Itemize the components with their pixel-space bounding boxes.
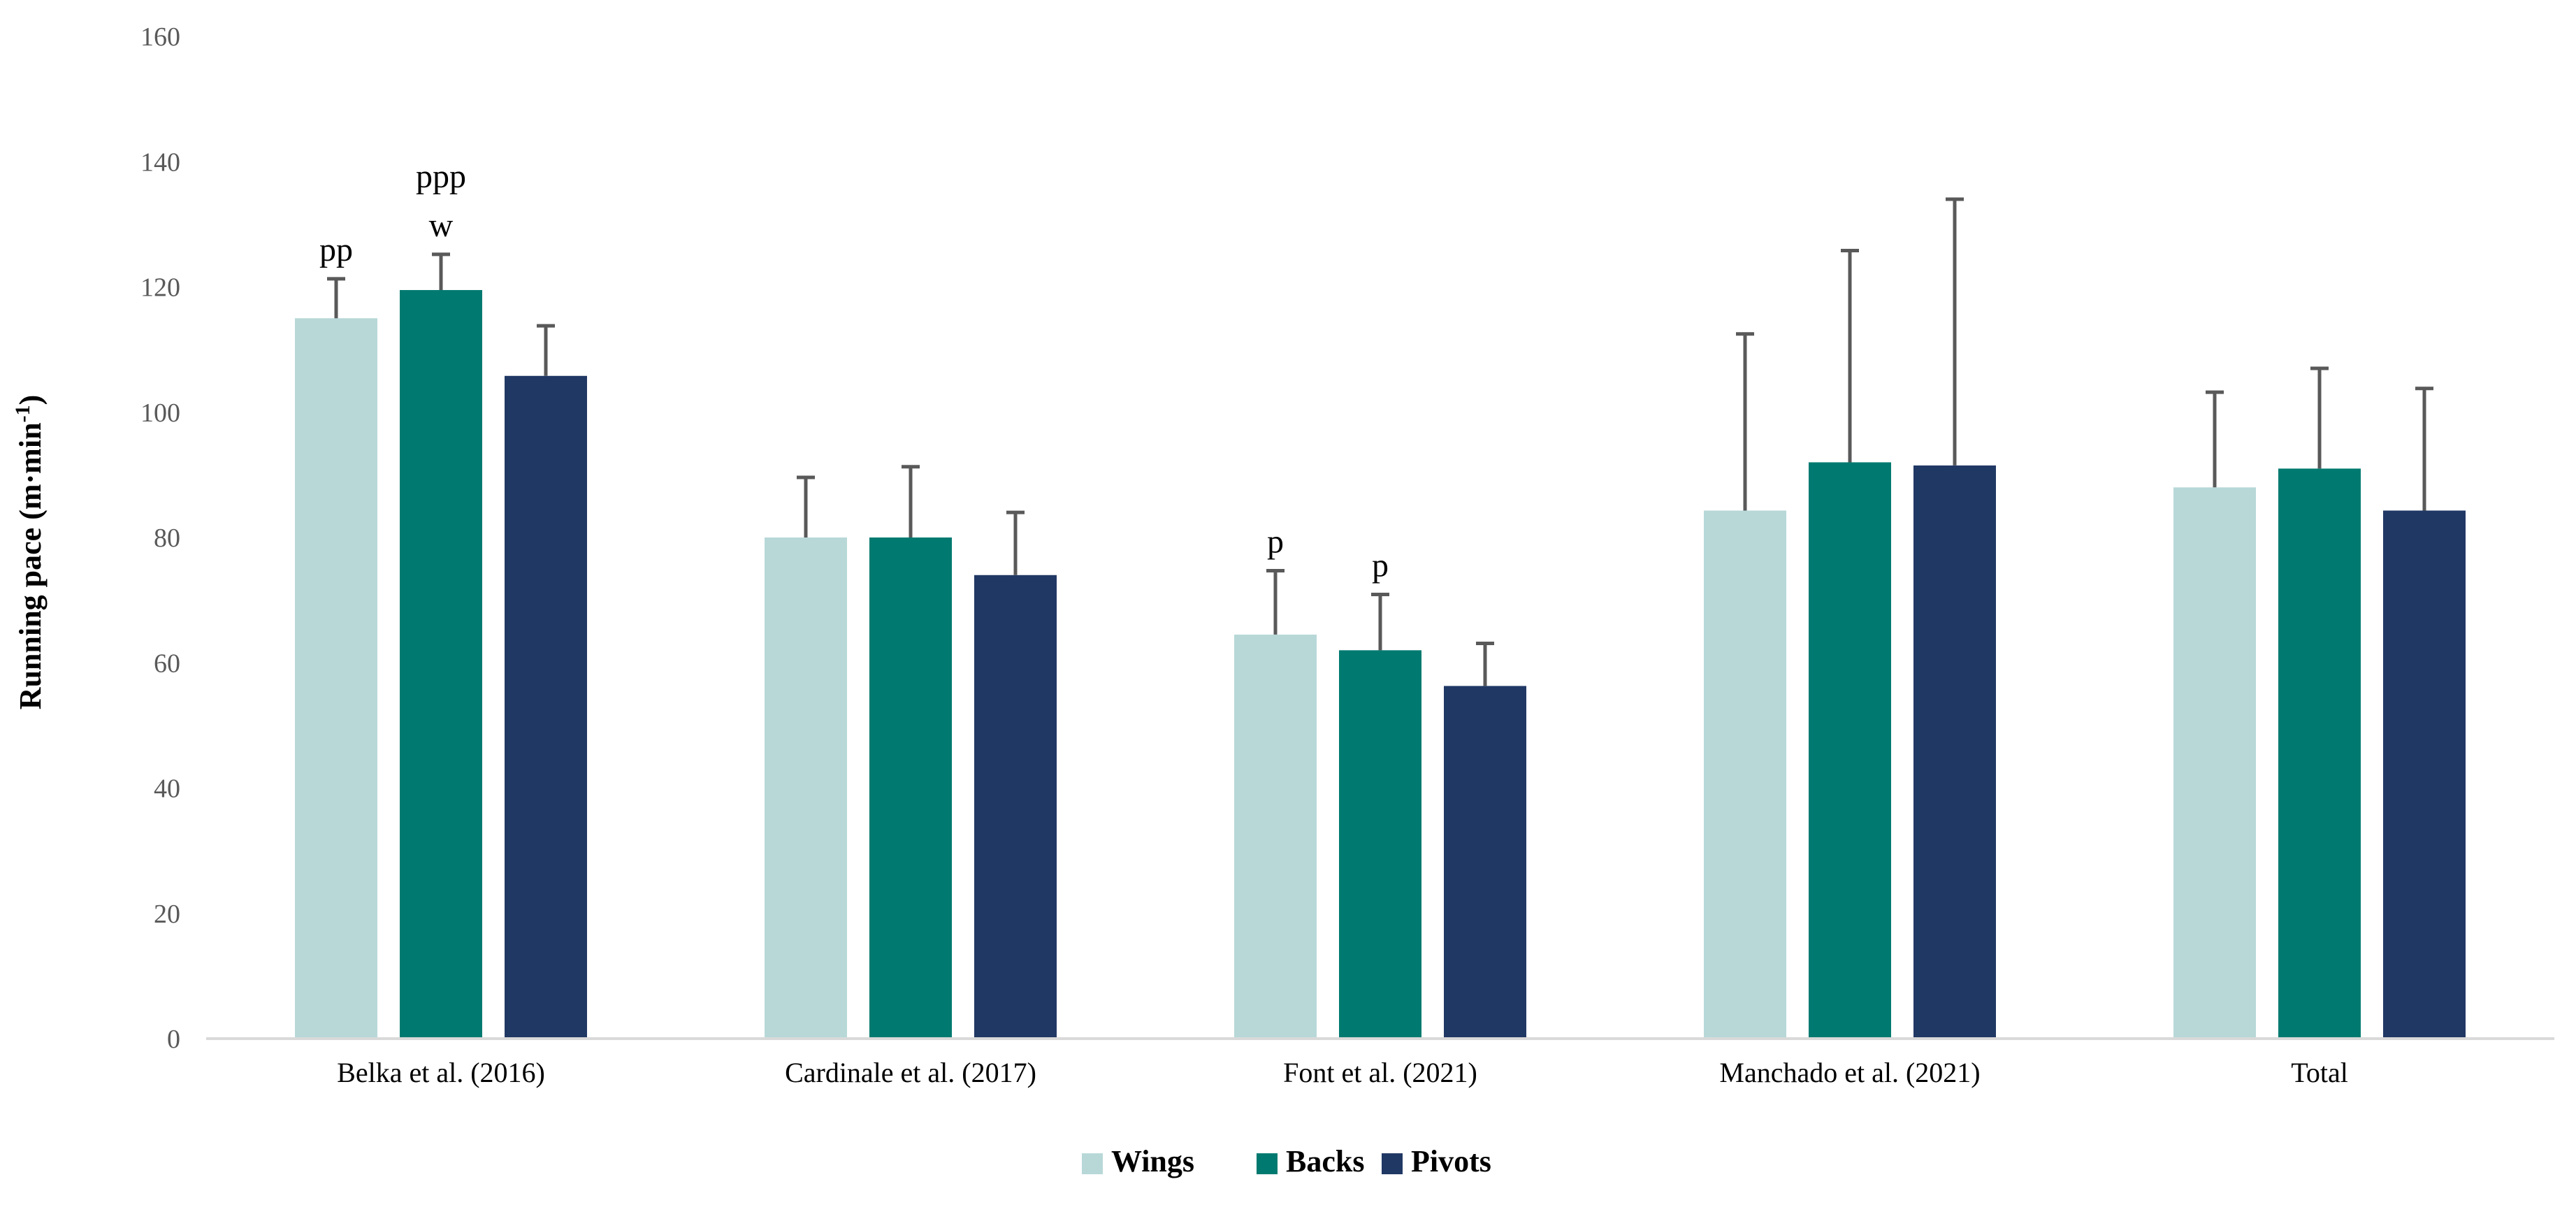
legend-label: Wings: [1111, 1144, 1194, 1178]
legend-swatch: [1082, 1153, 1103, 1174]
y-axis-label-superscript: -1: [11, 405, 34, 422]
error-bar-wings: [1736, 332, 1754, 511]
error-bar-backs: [2310, 366, 2329, 469]
bar-wings: [1234, 634, 1317, 1039]
y-axis-ticks: 0 20 40 60 80 100 120 140 160: [140, 22, 180, 1054]
y-tick-label: 60: [154, 649, 180, 678]
x-tick-label: Cardinale et al. (2017): [785, 1057, 1036, 1088]
legend: Wings Backs Pivots: [1082, 1144, 1491, 1178]
error-bar-pivots: [2415, 387, 2433, 511]
error-bar-wings: [327, 277, 345, 319]
y-axis-label-close: ): [13, 395, 48, 405]
y-tick-label: 20: [154, 900, 180, 929]
svg-text:Running pace (m·min-1): Running pace (m·min-1): [11, 395, 48, 709]
error-bar-pivots: [537, 324, 555, 376]
legend-swatch: [1257, 1153, 1278, 1174]
error-bar-pivots: [1946, 197, 1964, 466]
bar-backs: [2278, 468, 2361, 1039]
error-bar-pivots: [1476, 641, 1494, 686]
x-tick-label: Font et al. (2021): [1283, 1057, 1477, 1088]
error-bar-wings: [1266, 569, 1285, 635]
significance-label: w: [429, 207, 454, 244]
significance-label: pp: [319, 231, 353, 268]
y-axis-label-main: Running pace (m·min: [13, 422, 48, 709]
bar-backs: [1809, 462, 1891, 1039]
y-tick-label: 160: [140, 22, 180, 52]
legend-item-backs: Backs: [1257, 1144, 1364, 1178]
x-axis-labels: Belka et al. (2016) Cardinale et al. (201…: [337, 1057, 2348, 1088]
bars: [295, 289, 2466, 1039]
significance-label: ppp: [416, 158, 466, 195]
y-tick-label: 120: [140, 273, 180, 303]
bar-pivots: [1913, 465, 1996, 1039]
bar-backs: [400, 289, 482, 1039]
error-bar-backs: [1371, 593, 1389, 651]
error-bars: [327, 197, 2433, 686]
y-tick-label: 0: [167, 1025, 180, 1054]
error-bar-wings: [797, 475, 815, 537]
x-tick-label: Total: [2291, 1057, 2348, 1088]
y-tick-label: 80: [154, 524, 180, 553]
bar-pivots: [505, 375, 587, 1039]
bar-pivots: [1444, 686, 1526, 1039]
legend-item-pivots: Pivots: [1382, 1144, 1491, 1178]
error-bar-wings: [2206, 390, 2224, 488]
legend-item-wings: Wings: [1082, 1144, 1194, 1178]
x-tick-label: Manchado et al. (2021): [1719, 1057, 1980, 1088]
legend-label: Pivots: [1411, 1144, 1491, 1178]
legend-label: Backs: [1286, 1144, 1364, 1178]
y-axis-label: Running pace (m·min-1): [11, 395, 48, 709]
significance-label: p: [1372, 547, 1389, 584]
bar-wings: [765, 537, 847, 1039]
bar-pivots: [974, 575, 1057, 1039]
x-tick-label: Belka et al. (2016): [337, 1057, 545, 1088]
legend-swatch: [1382, 1153, 1403, 1174]
bar-backs: [1339, 650, 1421, 1039]
bar-wings: [2173, 487, 2256, 1039]
error-bar-backs: [1841, 249, 1859, 463]
error-bar-pivots: [1006, 510, 1025, 575]
y-tick-label: 40: [154, 774, 180, 804]
error-bar-backs: [902, 465, 920, 537]
bar-pivots: [2383, 510, 2466, 1039]
bar-wings: [1704, 510, 1786, 1039]
y-tick-label: 100: [140, 398, 180, 428]
significance-label: p: [1267, 524, 1284, 561]
y-tick-label: 140: [140, 147, 180, 177]
bar-wings: [295, 318, 377, 1039]
error-bar-backs: [432, 252, 450, 290]
bar-backs: [869, 537, 952, 1039]
